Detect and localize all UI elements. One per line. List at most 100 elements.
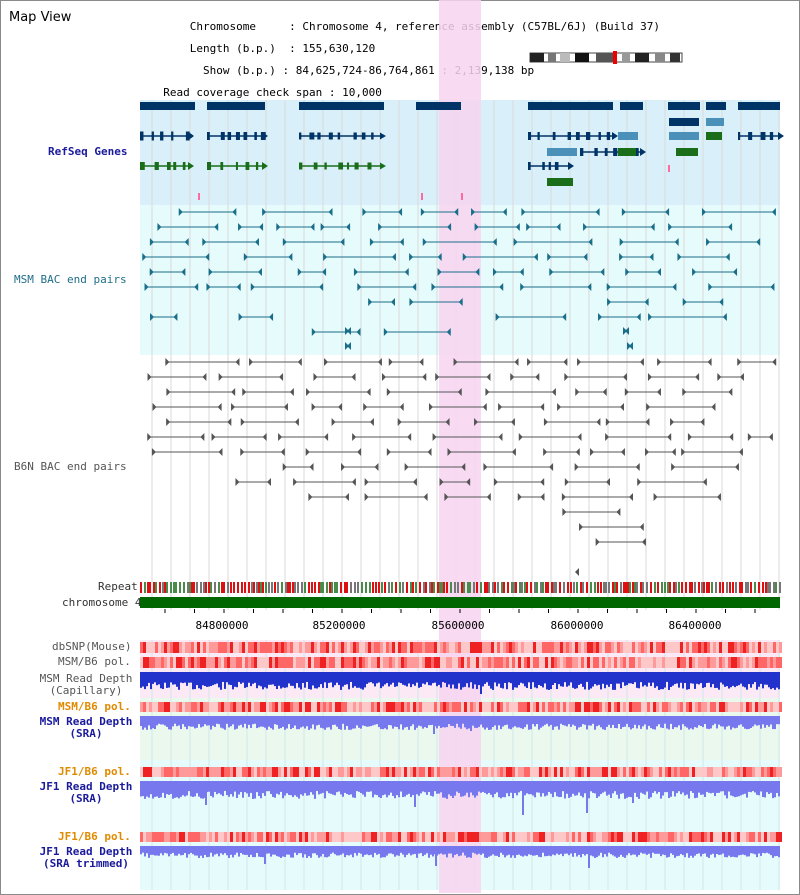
read-depth-bar xyxy=(502,846,504,855)
track-label-refseq[interactable]: RefSeq Genes xyxy=(48,145,128,158)
snp-density-cell xyxy=(485,702,488,712)
read-depth-bar xyxy=(284,716,286,730)
read-depth-bar xyxy=(268,781,270,792)
read-depth-bar xyxy=(170,716,172,730)
bac-end-arrow xyxy=(587,283,592,291)
snp-density-cell xyxy=(434,642,437,653)
read-depth-bar xyxy=(248,672,250,683)
snp-density-cell xyxy=(347,832,350,842)
read-depth-bar xyxy=(468,846,470,858)
track-label-dbsnp[interactable]: dbSNP(Mouse) xyxy=(52,640,132,653)
read-depth-bar xyxy=(618,716,620,724)
snp-density-cell xyxy=(563,642,566,653)
snp-density-cell xyxy=(404,657,407,668)
track-label-chromosome[interactable]: chromosome 4 xyxy=(62,596,142,609)
read-depth-bar xyxy=(584,846,586,856)
read-depth-bar xyxy=(602,672,604,684)
read-depth-bar xyxy=(582,672,584,687)
read-depth-bar xyxy=(212,716,214,726)
read-depth-bar xyxy=(496,716,498,730)
read-depth-bar xyxy=(726,672,728,687)
read-depth-bar xyxy=(742,846,744,855)
snp-density-cell xyxy=(365,657,368,668)
gene-exon xyxy=(154,162,159,170)
snp-density-cell xyxy=(476,702,479,712)
read-depth-bar xyxy=(558,672,560,685)
track-label-repeat[interactable]: Repeat xyxy=(98,580,138,593)
track-label-msm-b6-pol[interactable]: MSM/B6 pol. xyxy=(58,655,131,668)
snp-density-cell xyxy=(476,642,479,653)
track-label-b6n-bac[interactable]: B6N BAC end pairs xyxy=(14,460,127,473)
read-depth-bar xyxy=(542,672,544,688)
snp-density-cell xyxy=(614,702,617,712)
read-depth-bar xyxy=(396,672,398,687)
snp-density-cell xyxy=(149,767,152,777)
read-depth-bar xyxy=(766,672,768,685)
read-depth-bar xyxy=(570,672,572,683)
track-label-msm-bac[interactable]: MSM BAC end pairs xyxy=(14,273,127,286)
repeat-mark xyxy=(334,582,336,593)
track-label-msm-depth-sra[interactable]: MSM Read Depth (SRA) xyxy=(39,715,133,740)
read-depth-bar xyxy=(662,716,664,728)
track-label-msm-b6-pol-sra[interactable]: MSM/B6 pol. xyxy=(58,700,131,713)
read-depth-bar xyxy=(756,781,758,795)
snp-density-cell xyxy=(257,767,260,777)
read-depth-bar xyxy=(220,716,222,728)
read-depth-bar xyxy=(668,781,670,799)
read-depth-bar xyxy=(524,716,526,728)
snp-density-cell xyxy=(185,657,188,668)
read-depth-bar xyxy=(482,716,484,728)
read-depth-bar xyxy=(770,781,772,793)
snp-density-cell xyxy=(401,832,404,842)
snp-density-cell xyxy=(497,657,500,668)
snp-density-cell xyxy=(458,767,461,777)
snp-density-cell xyxy=(731,767,734,777)
read-depth-bar xyxy=(216,716,218,724)
snp-density-cell xyxy=(779,832,782,842)
read-depth-bar xyxy=(264,672,266,688)
bac-end-arrow xyxy=(217,403,222,411)
read-depth-bar xyxy=(184,716,186,727)
snp-density-cell xyxy=(731,832,734,842)
gene-block xyxy=(669,132,699,140)
read-depth-bar xyxy=(680,781,682,795)
snp-density-cell xyxy=(740,642,743,653)
snp-density-cell xyxy=(281,832,284,842)
read-depth-bar xyxy=(580,846,582,858)
repeat-mark xyxy=(497,582,499,593)
read-depth-bar xyxy=(346,672,348,685)
read-depth-bar xyxy=(398,672,400,683)
gene-strand-arrow xyxy=(380,162,386,170)
bac-end-arrow xyxy=(324,358,329,366)
read-depth-bar xyxy=(484,716,486,730)
repeat-mark xyxy=(640,582,642,593)
read-depth-bar xyxy=(558,716,560,730)
read-depth-bar xyxy=(348,846,350,856)
track-label-jf1-depth-sra-trimmed[interactable]: JF1 Read Depth (SRA trimmed) xyxy=(39,845,133,870)
read-depth-bar xyxy=(488,846,490,857)
read-depth-bar xyxy=(456,846,458,854)
snp-density-cell xyxy=(611,702,614,712)
read-depth-bar xyxy=(406,672,408,687)
snp-density-cell xyxy=(293,702,296,712)
read-depth-bar xyxy=(502,781,504,798)
read-depth-bar xyxy=(490,672,492,689)
read-depth-bar xyxy=(532,781,534,796)
snp-density-cell xyxy=(380,767,383,777)
track-label-msm-depth-capillary[interactable]: MSM Read Depth (Capillary) xyxy=(39,672,133,697)
read-depth-bar xyxy=(230,846,232,855)
read-depth-bar xyxy=(554,781,556,793)
read-depth-bar xyxy=(670,781,672,797)
snp-density-cell xyxy=(257,832,260,842)
read-depth-bar xyxy=(458,716,460,728)
read-depth-bar xyxy=(252,672,254,684)
track-label-jf1-depth-sra[interactable]: JF1 Read Depth (SRA) xyxy=(39,780,133,805)
read-depth-bar xyxy=(208,716,210,726)
track-label-jf1-b6-pol-trimmed[interactable]: JF1/B6 pol. xyxy=(58,830,131,843)
snp-density-cell xyxy=(692,702,695,712)
track-label-jf1-b6-pol[interactable]: JF1/B6 pol. xyxy=(58,765,131,778)
read-depth-bar xyxy=(556,781,558,797)
snp-density-cell xyxy=(461,642,464,653)
snp-density-cell xyxy=(683,832,686,842)
